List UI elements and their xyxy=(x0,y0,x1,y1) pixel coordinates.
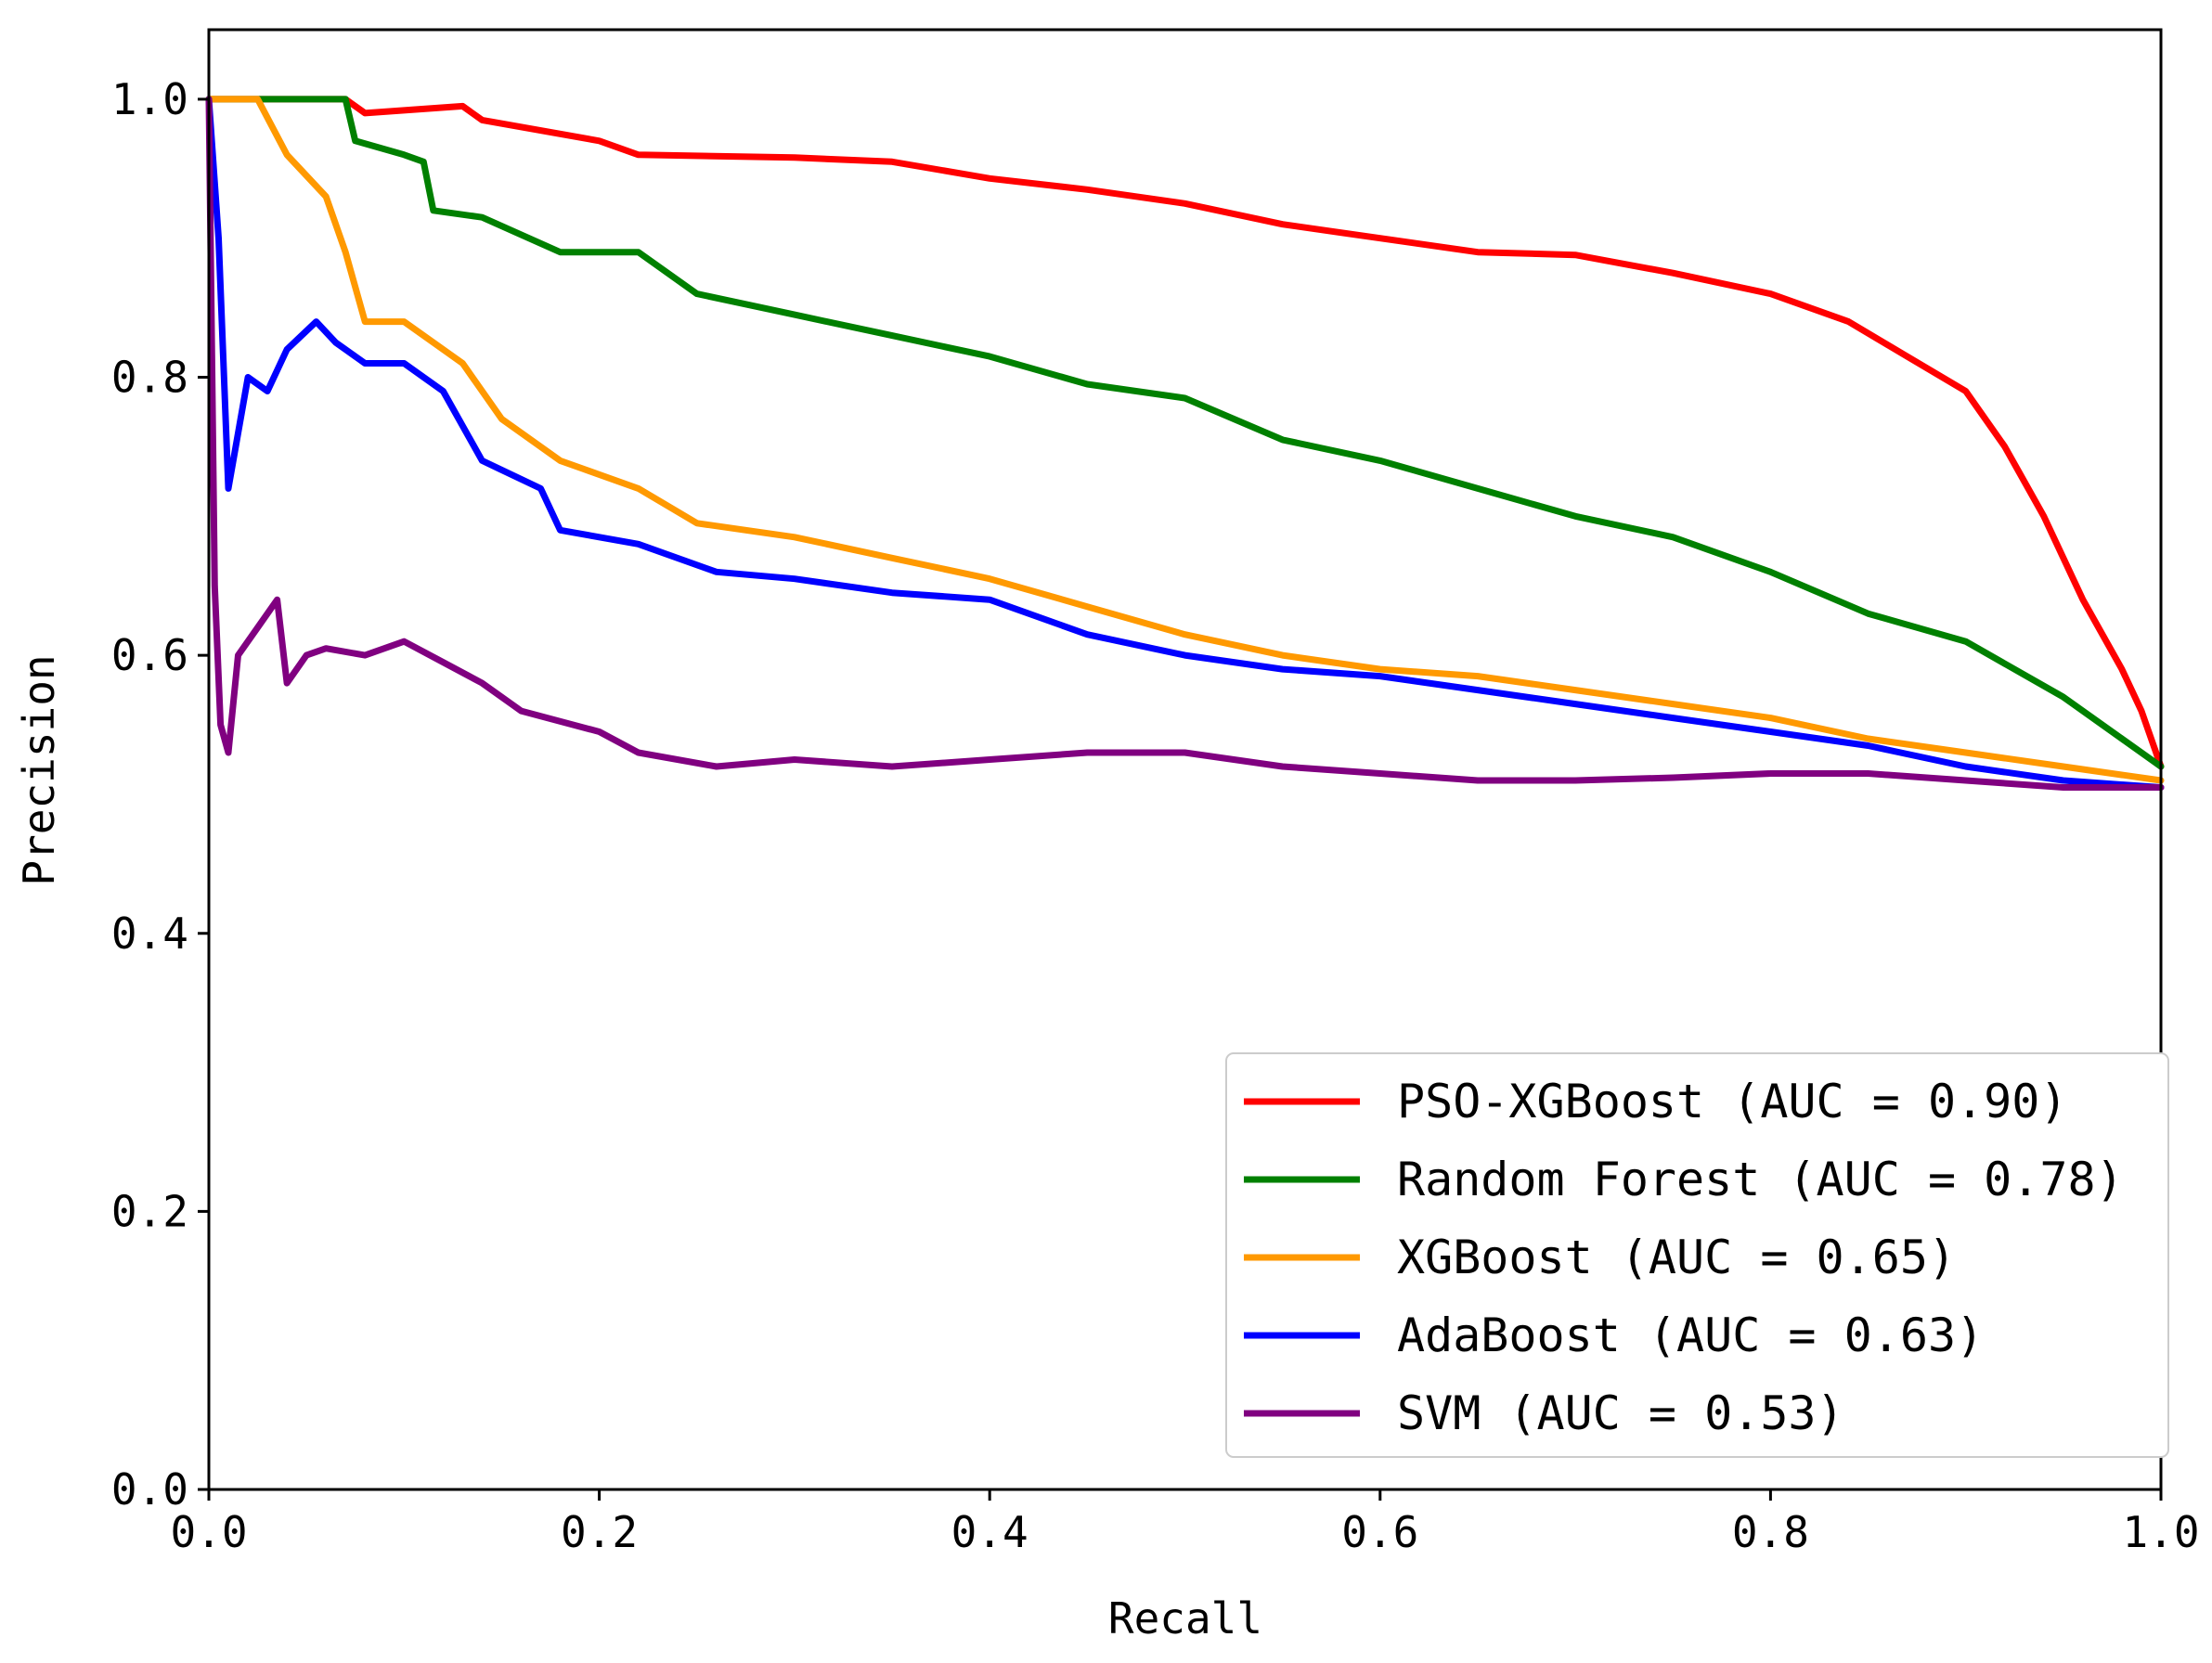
x-axis-label: Recall xyxy=(1108,1593,1262,1644)
x-tick-label: 0.4 xyxy=(951,1507,1028,1557)
legend-label-2: Random Forest (AUC = 0.78) xyxy=(1397,1153,2124,1206)
y-tick-label: 0.8 xyxy=(111,353,188,403)
legend-label-5: SVM (AUC = 0.53) xyxy=(1397,1386,1844,1440)
x-tick-label: 0.0 xyxy=(170,1507,247,1557)
y-tick-label: 0.0 xyxy=(111,1464,188,1515)
series-line-1 xyxy=(205,96,2165,770)
series-line-5 xyxy=(205,96,2165,791)
series-line-3 xyxy=(205,96,2165,784)
y-tick-label: 0.2 xyxy=(111,1186,188,1236)
y-axis-label: Precision xyxy=(14,654,64,885)
axis-ticks: 0.0 0.2 0.4 0.6 0.8 1.0 0.0 0.2 0.4 0.6 0.8 1.0 xyxy=(111,74,2200,1557)
legend: PSO-XGBoost (AUC = 0.90) Random Forest (A… xyxy=(1225,1052,2169,1458)
series-lines xyxy=(205,96,2165,791)
y-tick-label: 1.0 xyxy=(111,74,188,124)
series-line-4 xyxy=(205,96,2165,791)
legend-box xyxy=(1225,1052,2169,1458)
y-tick-label: 0.6 xyxy=(111,630,188,680)
legend-label-3: XGBoost (AUC = 0.65) xyxy=(1397,1231,1956,1284)
legend-label-1: PSO-XGBoost (AUC = 0.90) xyxy=(1397,1075,2067,1128)
x-tick-label: 0.8 xyxy=(1732,1507,1809,1557)
x-tick-label: 1.0 xyxy=(2122,1507,2199,1557)
plot-frame xyxy=(207,28,2163,1491)
series-line-2 xyxy=(205,96,2165,770)
x-tick-label: 0.6 xyxy=(1341,1507,1418,1557)
y-tick-label: 0.4 xyxy=(111,909,188,959)
x-tick-label: 0.2 xyxy=(561,1507,638,1557)
legend-label-4: AdaBoost (AUC = 0.63) xyxy=(1397,1308,1984,1362)
